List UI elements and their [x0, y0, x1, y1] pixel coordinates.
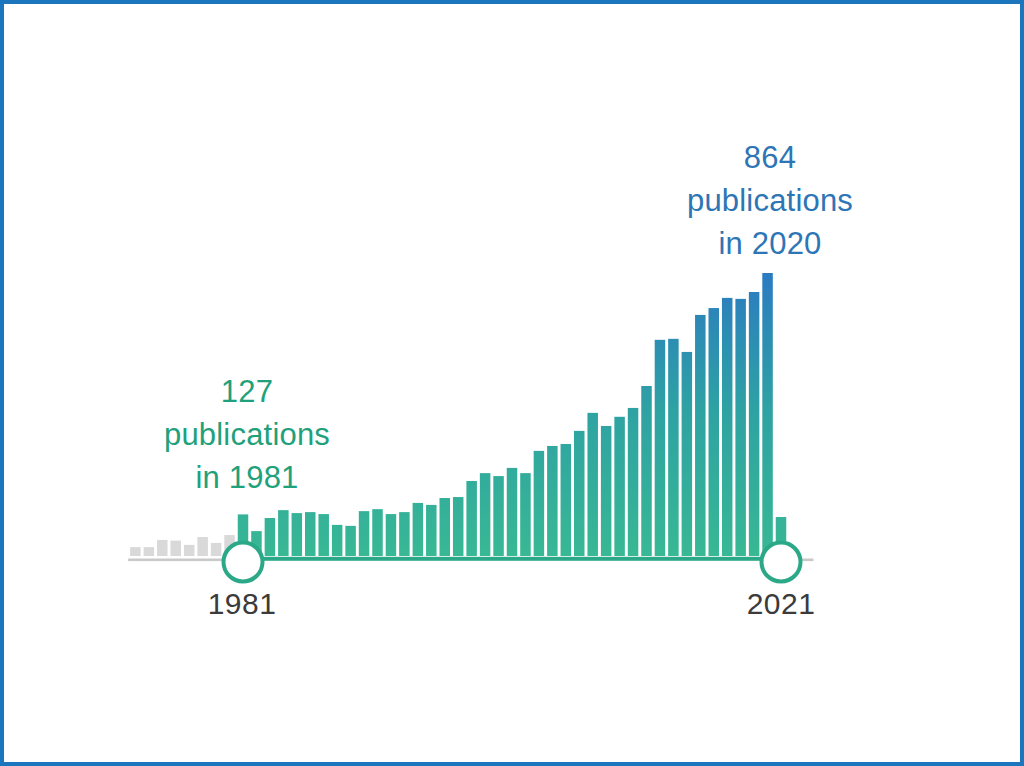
bar-1985[interactable]: [292, 513, 303, 556]
bar-1992[interactable]: [386, 514, 397, 556]
timeline-end-handle[interactable]: [762, 543, 801, 582]
bar-2012[interactable]: [655, 340, 666, 556]
bar-1989[interactable]: [345, 526, 356, 556]
bar-2013[interactable]: [668, 339, 679, 556]
bar-1999[interactable]: [480, 473, 491, 556]
bar-2000[interactable]: [493, 476, 504, 556]
bar-1979[interactable]: [211, 543, 222, 556]
bar-1975[interactable]: [157, 540, 168, 556]
bar-1983[interactable]: [265, 518, 276, 556]
bar-1977[interactable]: [184, 545, 195, 556]
annotation-start-year: in 1981: [117, 456, 377, 499]
bar-1976[interactable]: [171, 541, 182, 556]
annotation-start-word: publications: [117, 413, 377, 456]
bar-1987[interactable]: [318, 514, 329, 556]
bar-2003[interactable]: [534, 451, 545, 556]
bar-1998[interactable]: [466, 481, 477, 556]
annotation-end-2020: 864 publications in 2020: [640, 136, 900, 265]
inactive-track-left: [128, 559, 237, 562]
inactive-track-right-dash: [802, 559, 814, 562]
bar-2020[interactable]: [762, 273, 773, 556]
bar-2019[interactable]: [749, 292, 760, 556]
slide-frame: 127 publications in 1981 864 publication…: [0, 0, 1024, 766]
annotation-end-word: publications: [640, 179, 900, 222]
annotation-end-year: in 2020: [640, 222, 900, 265]
bar-1973[interactable]: [130, 547, 141, 556]
bar-1988[interactable]: [332, 525, 343, 556]
bar-2010[interactable]: [628, 408, 639, 556]
selected-range-track[interactable]: [243, 557, 781, 561]
bar-2011[interactable]: [641, 386, 652, 556]
bar-2005[interactable]: [561, 444, 572, 556]
bar-2002[interactable]: [520, 473, 531, 556]
bar-2007[interactable]: [587, 413, 598, 556]
timeline-start-handle[interactable]: [224, 543, 263, 582]
bar-1995[interactable]: [426, 505, 437, 556]
bar-1993[interactable]: [399, 512, 410, 556]
bar-2009[interactable]: [614, 417, 625, 556]
annotation-end-value: 864: [640, 136, 900, 179]
bar-2008[interactable]: [601, 426, 612, 556]
bar-2015[interactable]: [695, 315, 706, 556]
bar-1984[interactable]: [278, 510, 289, 556]
bar-1991[interactable]: [372, 509, 383, 556]
bar-1994[interactable]: [413, 503, 424, 556]
annotation-start-1981: 127 publications in 1981: [117, 370, 377, 499]
bar-1997[interactable]: [453, 497, 464, 556]
bar-2016[interactable]: [709, 308, 720, 556]
bar-2006[interactable]: [574, 431, 585, 556]
bar-1990[interactable]: [359, 511, 370, 556]
bar-1978[interactable]: [197, 537, 208, 556]
bar-2014[interactable]: [682, 352, 693, 556]
bar-2018[interactable]: [735, 299, 746, 556]
bar-1974[interactable]: [144, 547, 155, 556]
annotation-start-value: 127: [117, 370, 377, 413]
bar-1986[interactable]: [305, 512, 316, 556]
timeline-end-year-label: 2021: [721, 587, 841, 621]
bar-2004[interactable]: [547, 446, 558, 556]
bar-2001[interactable]: [507, 468, 518, 556]
bar-1996[interactable]: [440, 498, 451, 556]
timeline-start-year-label: 1981: [182, 587, 302, 621]
bar-2017[interactable]: [722, 298, 733, 556]
